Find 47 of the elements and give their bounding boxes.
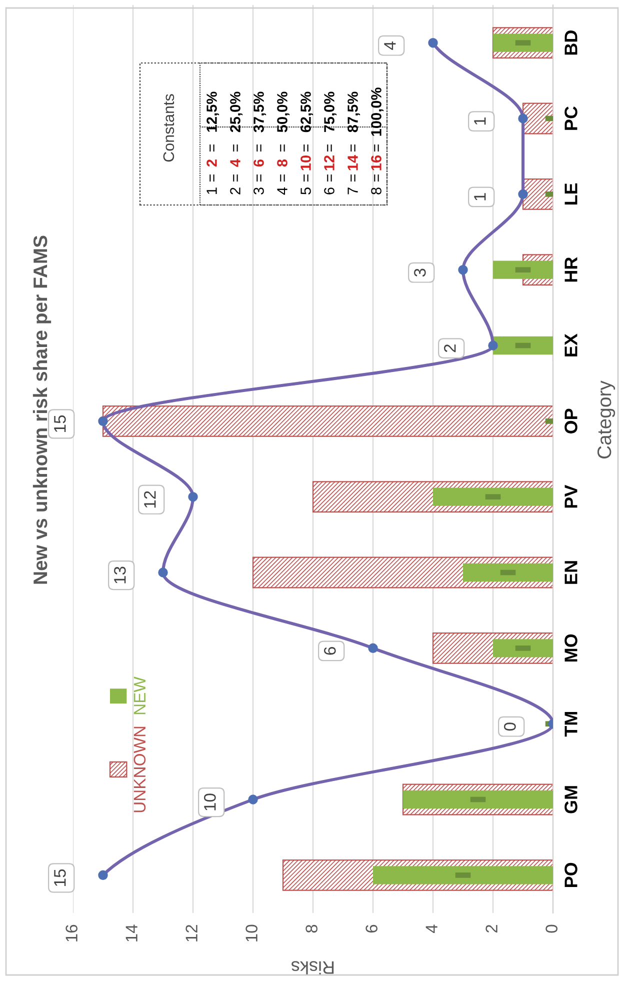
y-tick-label: EN xyxy=(564,561,578,584)
annotation: 7 = 14 = 87,5% xyxy=(348,92,360,194)
x-tick-label: 16 xyxy=(66,924,78,942)
x-tick-label: 10 xyxy=(246,924,258,942)
data-label: 1 xyxy=(474,193,486,200)
data-label: 3 xyxy=(414,268,426,277)
data-label: 13 xyxy=(114,566,126,584)
annotation: 3 = 6 = 37,5% xyxy=(254,92,266,194)
annotation: 6 = 12 = 75,0% xyxy=(324,92,337,194)
data-label: 2 xyxy=(444,344,456,352)
y-tick-label: PV xyxy=(564,484,578,508)
annotation: 2 = 4 = 25,0% xyxy=(230,92,243,194)
annotation: 4 = 8 = 50,0% xyxy=(277,92,290,195)
y-tick-label: LE xyxy=(564,183,578,204)
data-label: 0 xyxy=(504,722,516,731)
data-label: 10 xyxy=(204,794,216,810)
y-axis-title: Category xyxy=(597,380,616,458)
data-label: 6 xyxy=(324,647,336,655)
annotation: 5 = 10 = 62,5% xyxy=(300,92,314,194)
data-label: 1 xyxy=(474,117,486,125)
y-tick-label: GM xyxy=(564,786,578,814)
x-tick-label: 2 xyxy=(486,924,498,933)
x-axis-title: Risks xyxy=(292,961,334,974)
annotation: 1 = 2 = 12,5% xyxy=(206,92,220,194)
y-tick-label: BD xyxy=(564,30,578,55)
x-tick-label: 8 xyxy=(306,924,318,933)
y-tick-label: TM xyxy=(564,712,578,737)
x-tick-label: 0 xyxy=(546,924,558,933)
text: New vs unknown risk share per FAMS xyxy=(32,236,52,584)
annotation: 8 = 16 = 100,0% xyxy=(371,88,384,194)
y-tick-label: PC xyxy=(564,106,578,130)
y-tick-label: EX xyxy=(564,334,578,356)
y-tick-label: OP xyxy=(564,408,578,434)
legend-label: UNKNOWN xyxy=(134,726,146,812)
x-tick-label: 6 xyxy=(366,924,378,933)
data-label: 4 xyxy=(384,41,396,50)
data-label: 15 xyxy=(54,869,66,886)
annotation: Constants xyxy=(163,94,174,162)
x-tick-label: 14 xyxy=(126,924,138,942)
y-tick-label: MO xyxy=(564,634,578,662)
y-tick-label: PO xyxy=(564,862,578,888)
data-label: 12 xyxy=(144,491,156,508)
legend-label: NEW xyxy=(134,676,146,714)
data-label: 15 xyxy=(54,415,66,432)
y-tick-label: HR xyxy=(564,257,578,282)
x-tick-label: 4 xyxy=(426,924,438,933)
x-tick-label: 12 xyxy=(186,924,198,942)
